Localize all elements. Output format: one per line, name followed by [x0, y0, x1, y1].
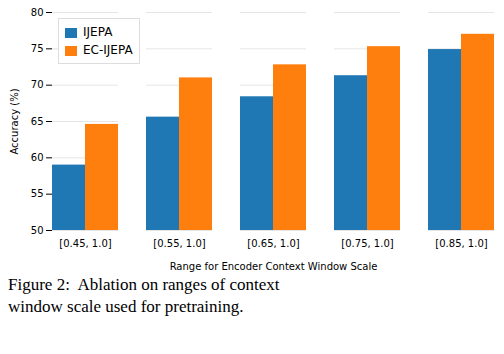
svg-text:[0.75, 1.0]: [0.75, 1.0]	[341, 238, 393, 249]
svg-text:75: 75	[31, 43, 44, 54]
svg-text:[0.65, 1.0]: [0.65, 1.0]	[247, 238, 299, 249]
svg-text:55: 55	[31, 188, 44, 199]
svg-text:60: 60	[31, 152, 44, 163]
svg-text:[0.55, 1.0]: [0.55, 1.0]	[153, 238, 205, 249]
svg-text:Range for Encoder Context Wind: Range for Encoder Context Window Scale	[170, 261, 378, 272]
svg-text:50: 50	[31, 225, 44, 236]
svg-text:70: 70	[31, 79, 44, 90]
svg-text:80: 80	[31, 7, 44, 18]
svg-text:[0.85, 1.0]: [0.85, 1.0]	[435, 238, 487, 249]
svg-text:[0.45, 1.0]: [0.45, 1.0]	[59, 238, 111, 249]
svg-text:Accuracy (%): Accuracy (%)	[9, 88, 20, 154]
html-text:IJEPA: IJEPA	[83, 25, 113, 39]
html-text:EC-IJEPA: EC-IJEPA	[83, 43, 133, 57]
html-text:Figure 2: Ablation on ranges o: Figure 2: Ablation on ranges of context …	[8, 275, 280, 317]
svg-text:65: 65	[31, 116, 44, 127]
